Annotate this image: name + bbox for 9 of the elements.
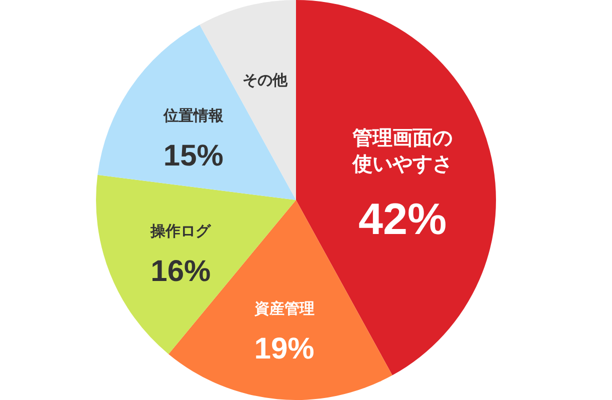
slice-label: その他 <box>242 71 289 90</box>
slice-label: 操作ログ <box>150 222 212 240</box>
data-label: 42% <box>358 195 447 244</box>
data-label: 16% <box>150 254 211 288</box>
slice-label: 資産管理 <box>253 300 314 318</box>
data-label: 15% <box>163 140 224 173</box>
slice-label: 管理画面の使いやすさ <box>352 126 453 176</box>
slice-label: 位置情報 <box>162 106 224 125</box>
data-label: 19% <box>254 332 314 366</box>
